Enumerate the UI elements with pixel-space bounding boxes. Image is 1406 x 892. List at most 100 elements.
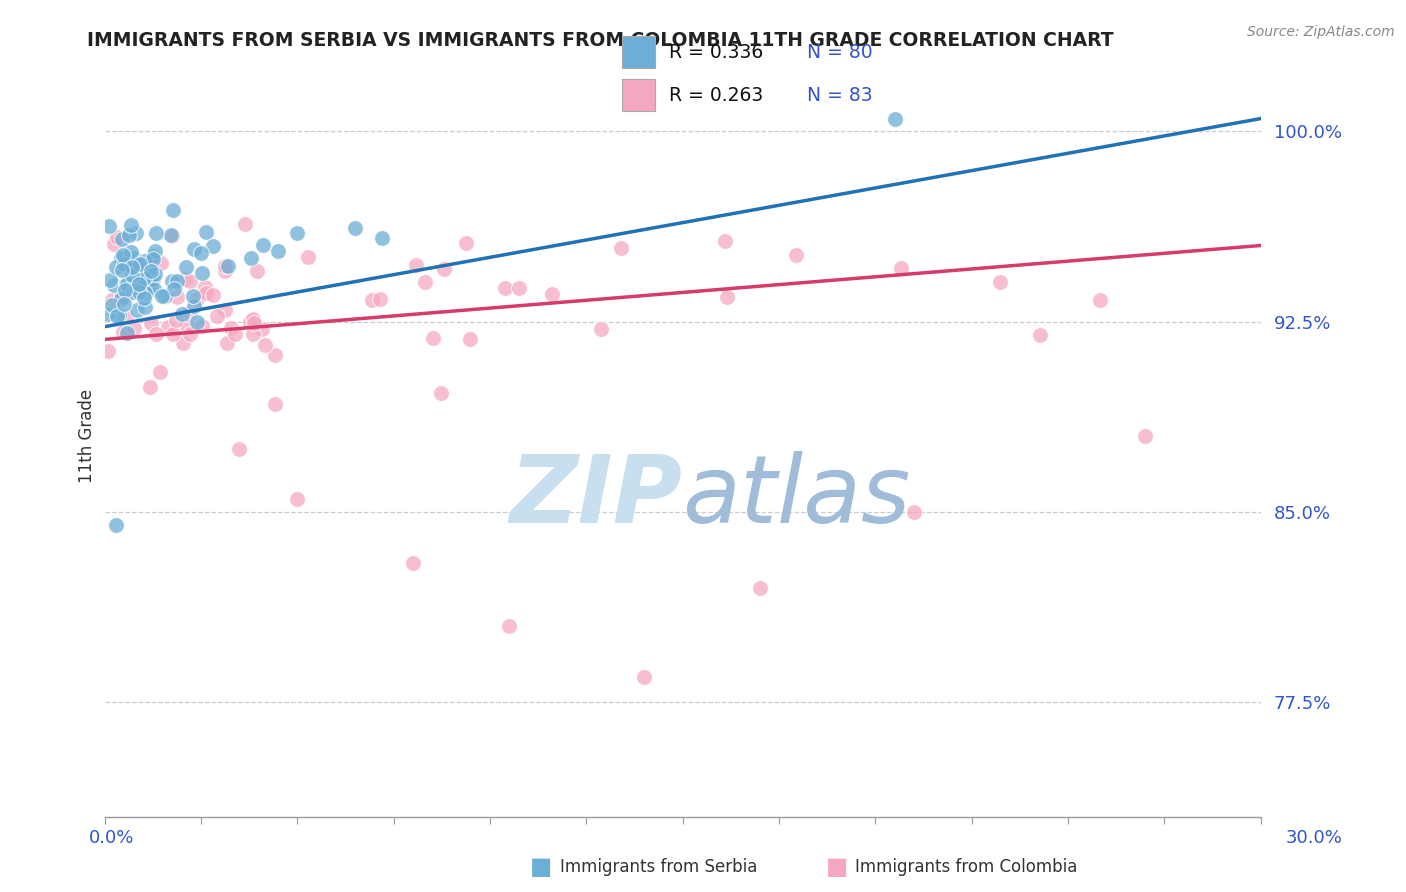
Point (194, 280, 217, 294)
Point (129, 280, 152, 294)
Point (498, 619, 520, 633)
Point (219, 321, 242, 335)
Point (134, 285, 156, 300)
Text: atlas: atlas (682, 451, 911, 542)
Point (152, 289, 174, 303)
Point (190, 266, 212, 280)
Y-axis label: 11th Grade: 11th Grade (79, 389, 96, 483)
Point (157, 319, 180, 334)
Point (138, 280, 160, 294)
Point (254, 338, 277, 352)
Point (246, 264, 269, 278)
Point (149, 365, 172, 379)
Text: Source: ZipAtlas.com: Source: ZipAtlas.com (1247, 25, 1395, 39)
Text: R = 0.263: R = 0.263 (669, 86, 763, 104)
Point (174, 272, 197, 286)
Point (285, 492, 308, 507)
Point (454, 236, 477, 251)
Point (104, 260, 127, 274)
FancyBboxPatch shape (621, 36, 655, 68)
Point (360, 293, 382, 307)
Point (125, 303, 148, 318)
Point (405, 258, 427, 272)
Point (228, 442, 250, 456)
Point (541, 287, 564, 301)
Text: Immigrants from Colombia: Immigrants from Colombia (855, 858, 1077, 876)
Point (163, 282, 186, 296)
Point (128, 259, 150, 273)
Point (186, 292, 208, 306)
Point (110, 290, 132, 304)
Point (118, 261, 141, 276)
Point (402, 556, 425, 570)
Point (883, 112, 905, 126)
Point (430, 385, 453, 400)
Point (195, 285, 218, 300)
Text: ■: ■ (825, 855, 848, 879)
Point (422, 331, 444, 345)
Point (368, 292, 391, 306)
Point (214, 263, 236, 277)
Point (134, 254, 156, 268)
Point (98, 219, 121, 234)
Point (610, 241, 633, 255)
Point (1028, 328, 1050, 343)
Point (122, 321, 145, 335)
Point (371, 231, 394, 245)
Point (179, 274, 201, 288)
Text: 0.0%: 0.0% (89, 829, 134, 847)
Text: N = 80: N = 80 (807, 43, 873, 62)
Point (122, 251, 145, 265)
Point (166, 290, 188, 304)
Point (150, 255, 173, 269)
Point (250, 321, 273, 335)
Point (165, 312, 187, 326)
Point (114, 284, 136, 298)
Point (110, 251, 132, 265)
Point (101, 298, 124, 312)
Text: IMMIGRANTS FROM SERBIA VS IMMIGRANTS FROM COLOMBIA 11TH GRADE CORRELATION CHART: IMMIGRANTS FROM SERBIA VS IMMIGRANTS FRO… (87, 31, 1114, 50)
Point (263, 397, 285, 411)
Point (170, 307, 193, 321)
Point (633, 670, 655, 684)
Point (105, 230, 128, 244)
Point (128, 285, 150, 299)
Point (201, 288, 224, 302)
Point (142, 249, 165, 263)
Point (128, 277, 150, 291)
Point (143, 244, 166, 259)
Point (112, 297, 135, 311)
Point (214, 259, 236, 273)
Point (217, 259, 239, 273)
Point (297, 250, 319, 264)
Point (458, 332, 481, 346)
Text: 30.0%: 30.0% (1286, 829, 1343, 847)
Point (121, 260, 143, 275)
Text: Immigrants from Serbia: Immigrants from Serbia (560, 858, 756, 876)
Point (264, 348, 287, 362)
Point (125, 280, 148, 294)
Point (162, 202, 184, 217)
Point (111, 232, 134, 246)
Point (138, 380, 160, 394)
Point (589, 322, 612, 336)
Point (134, 291, 156, 305)
Point (134, 300, 156, 314)
Point (176, 319, 198, 334)
Point (162, 228, 184, 243)
Point (285, 226, 308, 240)
Point (903, 505, 925, 519)
Point (122, 285, 145, 300)
Point (239, 315, 262, 329)
Point (162, 326, 184, 341)
Point (748, 581, 770, 595)
Point (112, 257, 135, 271)
Point (988, 276, 1011, 290)
Point (115, 277, 138, 292)
Point (120, 245, 142, 260)
Point (243, 316, 266, 330)
Point (494, 281, 516, 295)
FancyBboxPatch shape (621, 79, 655, 111)
Text: ■: ■ (530, 855, 553, 879)
Point (105, 517, 128, 532)
